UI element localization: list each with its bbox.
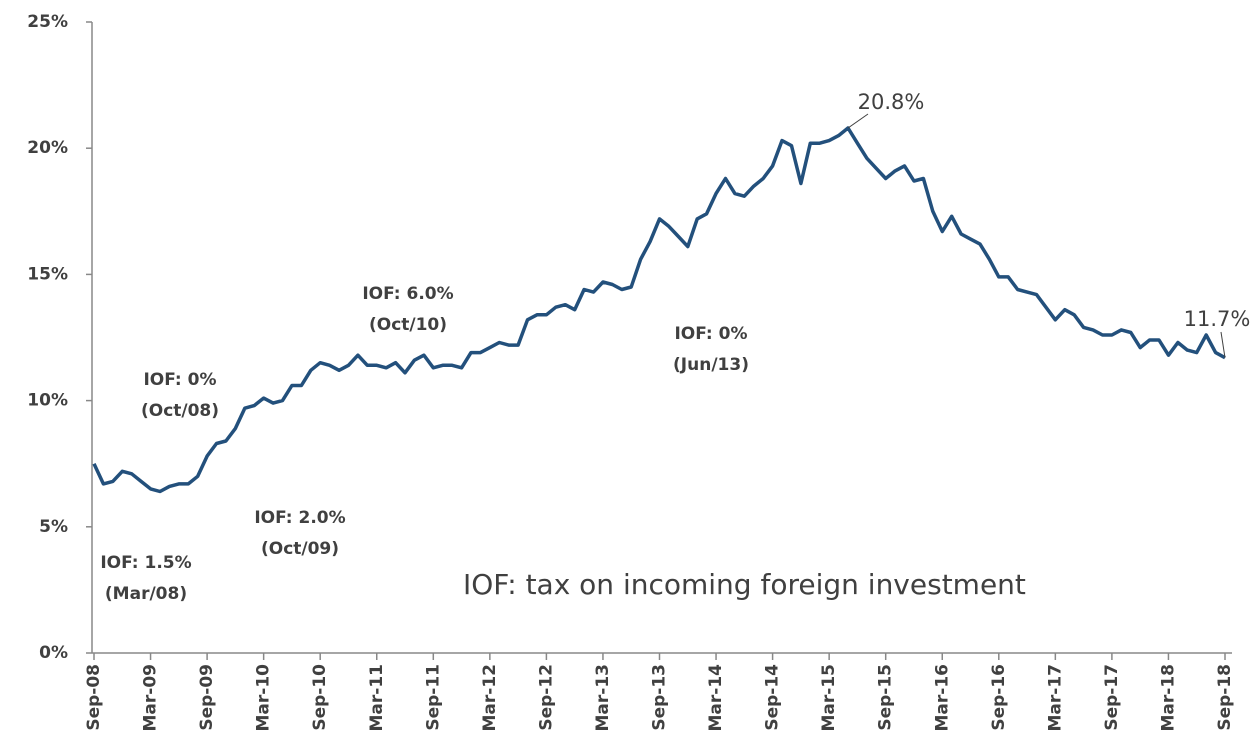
annotation: IOF: 0% — [143, 370, 216, 390]
annotation: (Oct/09) — [261, 539, 339, 559]
y-tick-label: 0% — [39, 643, 68, 663]
x-tick-label: Sep-15 — [876, 664, 896, 731]
x-tick-label: Sep-14 — [763, 664, 783, 731]
value-label: 20.8% — [858, 90, 925, 114]
x-tick-label: Mar-10 — [254, 664, 274, 732]
annotation: IOF: 0% — [674, 324, 747, 344]
x-tick-label: Sep-13 — [650, 664, 670, 731]
annotation: (Oct/08) — [141, 401, 219, 421]
x-tick-label: Mar-15 — [819, 664, 839, 732]
line — [92, 126, 1226, 494]
x-tick-label: Sep-18 — [1215, 664, 1235, 731]
annotation: IOF: 1.5% — [100, 553, 191, 573]
y-tick-label: 15% — [27, 264, 68, 284]
x-tick-label: Mar-12 — [480, 664, 500, 732]
x-tick-label: Sep-10 — [310, 664, 330, 731]
x-tick-label: Sep-08 — [84, 664, 104, 731]
y-tick-label: 25% — [27, 12, 68, 32]
annotation: IOF: 6.0% — [362, 284, 453, 304]
x-tick-label: Sep-16 — [989, 664, 1009, 731]
x-tick-label: Mar-18 — [1158, 664, 1178, 732]
label-leader — [1220, 331, 1226, 358]
y-tick-label: 20% — [27, 138, 68, 158]
value-label: 11.7% — [1184, 307, 1251, 331]
x-tick-label: Mar-13 — [593, 664, 613, 732]
x-tick-label: Sep-09 — [197, 664, 217, 731]
x-tick-label: Mar-16 — [932, 664, 952, 732]
x-tick-label: Sep-12 — [536, 664, 556, 731]
y-tick-label: 10% — [27, 391, 68, 411]
annotation: (Jun/13) — [673, 355, 749, 375]
annotation: IOF: 2.0% — [254, 508, 345, 528]
y-tick-label: 5% — [39, 517, 68, 537]
annotation: (Oct/10) — [369, 315, 447, 335]
x-tick-label: Mar-09 — [141, 664, 161, 732]
x-tick-label: Sep-17 — [1102, 664, 1122, 731]
note: IOF: tax on incoming foreign investment — [463, 568, 1026, 601]
annotation: (Mar/08) — [105, 584, 187, 604]
label-leader — [847, 113, 869, 129]
x-tick-label: Mar-11 — [367, 664, 387, 732]
x-tick-label: Sep-11 — [423, 664, 443, 731]
x-tick-label: Mar-17 — [1045, 664, 1065, 732]
x-tick-label: Mar-14 — [706, 664, 726, 732]
